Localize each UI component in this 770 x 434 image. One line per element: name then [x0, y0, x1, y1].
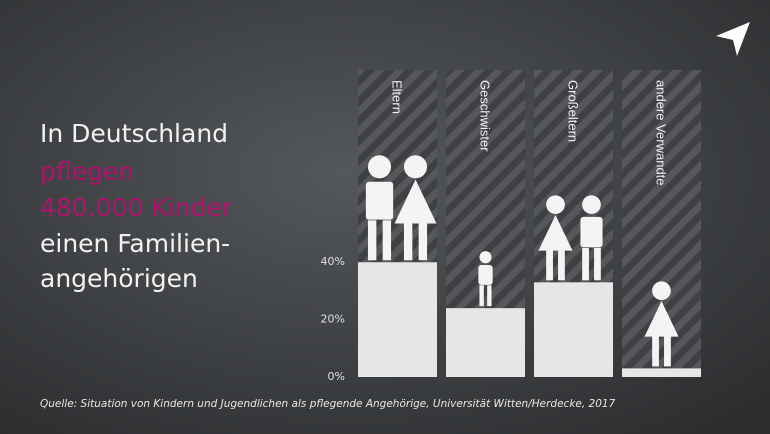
leg	[546, 248, 553, 281]
head	[479, 251, 492, 264]
y-tick-label: 20%	[321, 313, 345, 326]
bar	[446, 308, 525, 377]
person-icon	[365, 155, 394, 261]
head	[582, 195, 601, 215]
leg	[479, 285, 484, 307]
headline-line: angehörigen	[40, 264, 198, 293]
leg	[594, 248, 601, 281]
headline-line: einen Familien-	[40, 229, 230, 258]
category-label: Großeltern	[566, 80, 581, 142]
leg	[382, 220, 392, 261]
body	[365, 181, 394, 220]
bar	[358, 262, 437, 377]
body	[394, 179, 437, 224]
bar	[622, 368, 701, 377]
body	[644, 301, 679, 337]
source: Quelle: Situation von Kindern und Jugend…	[40, 398, 616, 410]
category-label: andere Verwandte	[654, 80, 669, 186]
leg	[418, 220, 428, 261]
leg	[652, 334, 659, 367]
plot: 0% 20% 40% Eltern Geschwister Großeltern ander…	[321, 70, 701, 383]
leg	[403, 220, 413, 261]
leg	[582, 248, 589, 281]
y-tick-label: 40%	[321, 255, 345, 268]
category-label: Geschwister	[478, 80, 493, 152]
headline-line: In Deutschland	[40, 119, 228, 148]
body	[580, 216, 603, 248]
person-icon	[538, 195, 573, 281]
leg	[558, 248, 565, 281]
headline-line: pflegen	[40, 157, 134, 186]
leg	[367, 220, 377, 261]
person-icon	[478, 251, 493, 307]
head	[403, 155, 428, 179]
person-icon	[580, 195, 603, 281]
body	[478, 265, 493, 285]
bar	[534, 282, 613, 377]
person-icon	[644, 281, 679, 367]
person-icon	[394, 155, 437, 261]
head	[652, 281, 671, 301]
leg	[664, 334, 671, 367]
category-label: Eltern	[390, 80, 405, 114]
head	[546, 195, 565, 215]
head	[367, 155, 392, 179]
logo	[716, 22, 750, 56]
headline-line: 480.000 Kinder	[40, 193, 233, 222]
leg	[487, 285, 492, 307]
y-tick-label: 0%	[328, 370, 345, 383]
body	[538, 214, 573, 251]
